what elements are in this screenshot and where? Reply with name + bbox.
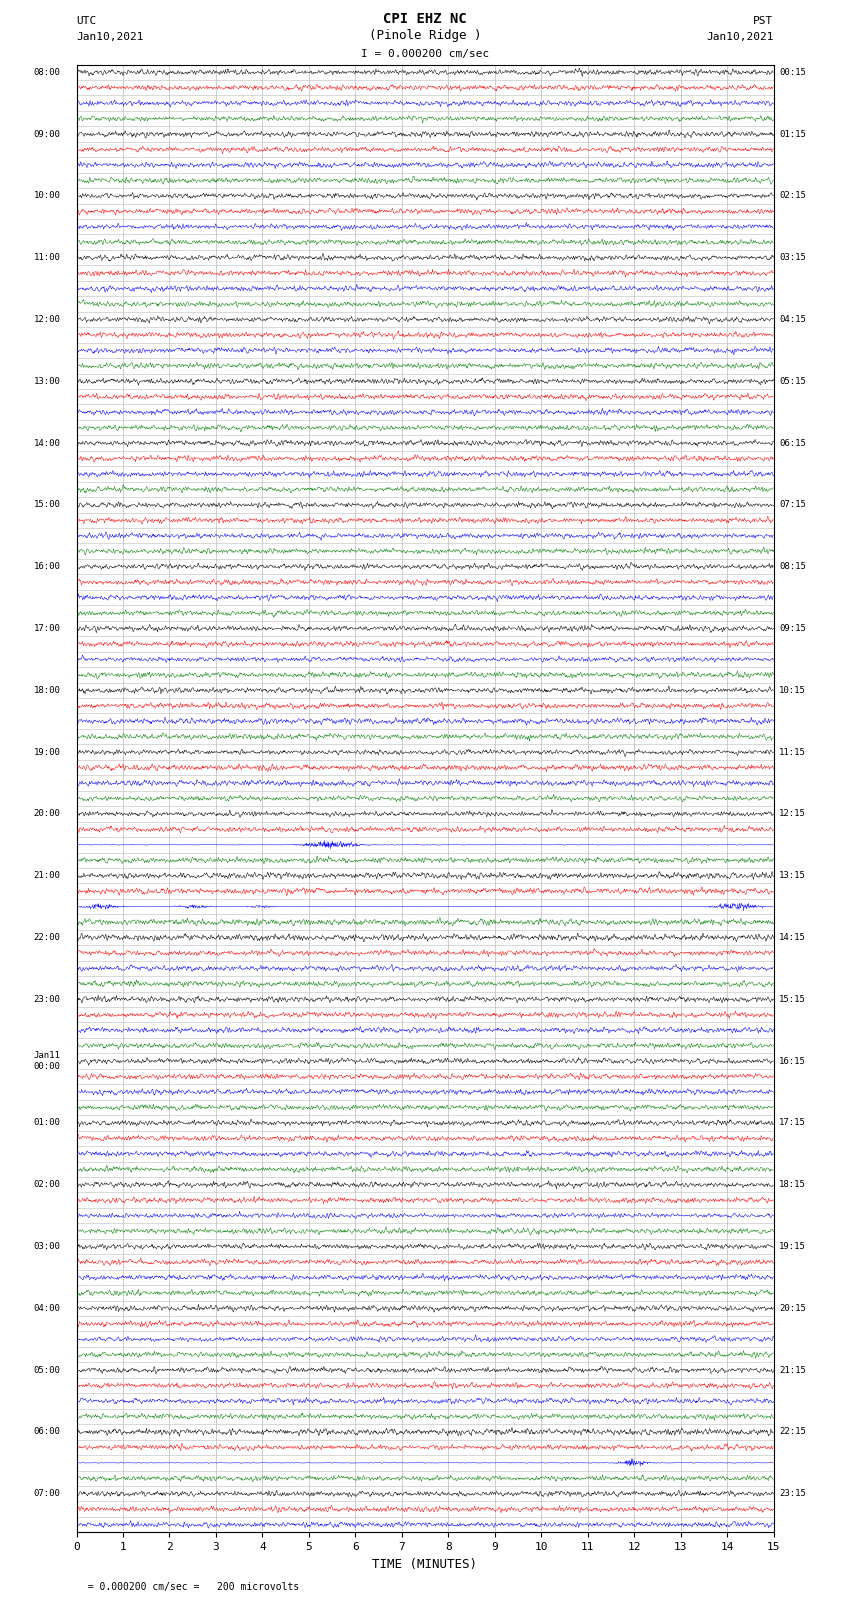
Text: 22:00: 22:00 — [33, 932, 60, 942]
X-axis label: TIME (MINUTES): TIME (MINUTES) — [372, 1558, 478, 1571]
Text: 08:00: 08:00 — [33, 68, 60, 77]
Text: Jan11
00:00: Jan11 00:00 — [33, 1052, 60, 1071]
Text: 06:00: 06:00 — [33, 1428, 60, 1437]
Text: 16:15: 16:15 — [779, 1057, 806, 1066]
Text: 21:00: 21:00 — [33, 871, 60, 881]
Text: 11:15: 11:15 — [779, 747, 806, 756]
Text: 23:15: 23:15 — [779, 1489, 806, 1498]
Text: 19:00: 19:00 — [33, 747, 60, 756]
Text: 09:15: 09:15 — [779, 624, 806, 632]
Text: 04:15: 04:15 — [779, 315, 806, 324]
Text: 14:00: 14:00 — [33, 439, 60, 447]
Text: 15:15: 15:15 — [779, 995, 806, 1003]
Text: 00:15: 00:15 — [779, 68, 806, 77]
Text: 22:15: 22:15 — [779, 1428, 806, 1437]
Text: 02:15: 02:15 — [779, 192, 806, 200]
Text: 06:15: 06:15 — [779, 439, 806, 447]
Text: 01:00: 01:00 — [33, 1118, 60, 1127]
Text: UTC: UTC — [76, 16, 97, 26]
Text: 14:15: 14:15 — [779, 932, 806, 942]
Text: 23:00: 23:00 — [33, 995, 60, 1003]
Text: 07:00: 07:00 — [33, 1489, 60, 1498]
Text: 10:00: 10:00 — [33, 192, 60, 200]
Text: 10:15: 10:15 — [779, 686, 806, 695]
Text: 19:15: 19:15 — [779, 1242, 806, 1252]
Text: 12:00: 12:00 — [33, 315, 60, 324]
Text: 11:00: 11:00 — [33, 253, 60, 263]
Text: 17:00: 17:00 — [33, 624, 60, 632]
Text: 13:15: 13:15 — [779, 871, 806, 881]
Text: 07:15: 07:15 — [779, 500, 806, 510]
Text: = 0.000200 cm/sec =   200 microvolts: = 0.000200 cm/sec = 200 microvolts — [76, 1582, 300, 1592]
Text: (Pinole Ridge ): (Pinole Ridge ) — [369, 29, 481, 42]
Text: Jan10,2021: Jan10,2021 — [706, 32, 774, 42]
Text: I = 0.000200 cm/sec: I = 0.000200 cm/sec — [361, 48, 489, 60]
Text: 05:00: 05:00 — [33, 1366, 60, 1374]
Text: 02:00: 02:00 — [33, 1181, 60, 1189]
Text: 20:00: 20:00 — [33, 810, 60, 818]
Text: 18:00: 18:00 — [33, 686, 60, 695]
Text: 16:00: 16:00 — [33, 563, 60, 571]
Text: 17:15: 17:15 — [779, 1118, 806, 1127]
Text: 05:15: 05:15 — [779, 377, 806, 386]
Text: 04:00: 04:00 — [33, 1303, 60, 1313]
Text: 13:00: 13:00 — [33, 377, 60, 386]
Text: Jan10,2021: Jan10,2021 — [76, 32, 144, 42]
Text: 09:00: 09:00 — [33, 129, 60, 139]
Text: 01:15: 01:15 — [779, 129, 806, 139]
Text: PST: PST — [753, 16, 774, 26]
Text: 03:15: 03:15 — [779, 253, 806, 263]
Text: 12:15: 12:15 — [779, 810, 806, 818]
Text: 21:15: 21:15 — [779, 1366, 806, 1374]
Text: 15:00: 15:00 — [33, 500, 60, 510]
Text: CPI EHZ NC: CPI EHZ NC — [383, 11, 467, 26]
Text: 20:15: 20:15 — [779, 1303, 806, 1313]
Text: 18:15: 18:15 — [779, 1181, 806, 1189]
Text: 08:15: 08:15 — [779, 563, 806, 571]
Text: 03:00: 03:00 — [33, 1242, 60, 1252]
